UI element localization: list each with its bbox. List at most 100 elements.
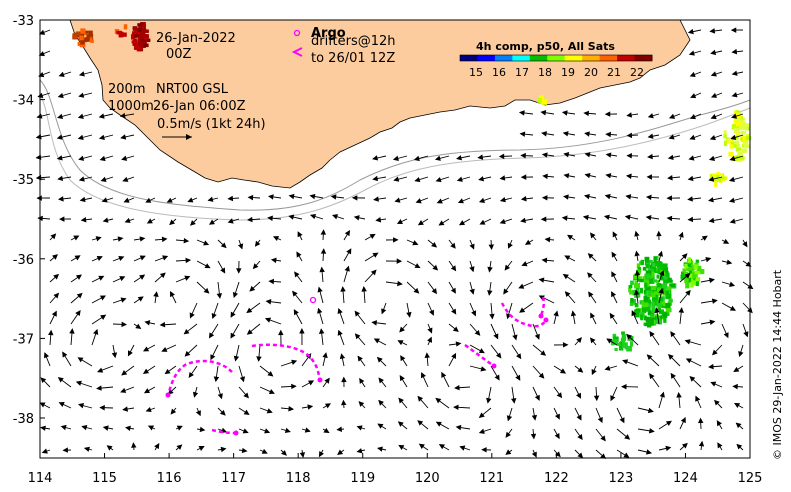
current-arrow-head — [381, 308, 387, 315]
current-arrow-head — [57, 175, 64, 182]
sst-pixel — [717, 177, 722, 182]
current-arrow-head — [39, 402, 46, 408]
current-arrow-head — [261, 448, 268, 454]
current-arrow-head — [589, 232, 596, 239]
current-arrow-head — [341, 399, 347, 406]
current-arrow-head — [317, 286, 323, 293]
sst-pixel — [692, 280, 696, 286]
sst-pixel — [726, 140, 732, 144]
current-arrow-head — [288, 193, 295, 200]
current-arrow-head — [649, 373, 655, 380]
current-arrow-head — [626, 173, 632, 179]
current-arrow-head — [307, 404, 314, 410]
current-arrow-head — [41, 448, 48, 454]
current-arrow-head — [561, 215, 568, 221]
sst-pixel — [116, 30, 123, 35]
current-arrow-head — [332, 214, 339, 220]
current-arrow-head — [504, 264, 511, 271]
current-arrow-head — [111, 352, 118, 359]
current-arrow-head — [681, 253, 688, 260]
sst-pixel — [635, 286, 640, 292]
sst-pixel — [656, 287, 662, 294]
current-arrow-head — [730, 134, 737, 140]
current-arrow-head — [356, 448, 363, 454]
sst-pixel — [655, 294, 659, 299]
sst-pixel — [740, 130, 746, 135]
sst-pixel — [653, 287, 660, 294]
current-arrow-head — [689, 134, 696, 140]
current-arrow-head — [359, 377, 365, 384]
sst-pixel — [612, 339, 618, 345]
current-arrow-head — [540, 216, 547, 222]
colorbar-tick-label: 19 — [561, 66, 575, 79]
current-arrow-head — [58, 402, 65, 408]
current-arrow-head — [354, 333, 361, 340]
current-arrow-head — [161, 236, 168, 243]
current-arrow-head — [570, 310, 577, 317]
sst-pixel — [692, 274, 697, 279]
current-arrow-head — [676, 392, 682, 398]
current-arrow-head — [670, 331, 676, 338]
current-arrow-head — [398, 444, 405, 451]
sst-pixel — [659, 297, 663, 302]
current-arrow-head — [519, 131, 526, 137]
current-arrow-head — [340, 286, 346, 292]
current-arrow-head — [50, 233, 57, 240]
sst-pixel — [663, 270, 669, 277]
colorbar-tick-label: 17 — [515, 66, 529, 79]
current-arrow-head — [591, 369, 597, 376]
current-arrow-head — [198, 446, 205, 451]
current-arrow-head — [688, 50, 695, 56]
sst-pixel — [685, 282, 690, 289]
sst-pixel — [658, 285, 662, 289]
current-arrow-head — [217, 393, 223, 400]
current-arrow-head — [561, 110, 568, 116]
current-arrow-head — [121, 321, 128, 328]
current-arrow-head — [584, 131, 590, 137]
current-arrow-head — [731, 113, 738, 119]
current-arrow-head — [619, 417, 625, 424]
sst-pixel — [79, 35, 84, 41]
drifter-position — [165, 392, 171, 398]
sst-pixel — [742, 137, 748, 141]
current-arrow-head — [723, 332, 729, 339]
sst-pixel — [656, 301, 662, 307]
sst-pixel — [656, 316, 661, 320]
sst-pixel — [663, 317, 667, 323]
current-arrow-head — [554, 413, 560, 420]
current-arrow-head — [734, 402, 741, 408]
current-arrow-head — [397, 421, 404, 427]
current-arrow-head — [610, 395, 616, 402]
current-arrow-head — [438, 220, 445, 226]
current-arrow-head — [95, 236, 102, 242]
current-arrow-head — [667, 175, 673, 181]
current-arrow-head — [337, 449, 344, 455]
current-arrow-head — [406, 311, 412, 318]
sst-pixel — [646, 299, 652, 304]
current-arrow-head — [584, 193, 590, 200]
current-arrow-head — [516, 353, 522, 360]
sst-pixel — [662, 283, 668, 289]
lon-tick-label: 124 — [673, 471, 698, 486]
current-arrow-head — [605, 131, 612, 138]
sst-pixel — [139, 34, 146, 41]
sst-pixel — [653, 279, 657, 283]
current-arrow-head — [361, 285, 367, 292]
drifter-position — [538, 313, 544, 319]
colorbar-swatch — [582, 55, 601, 61]
sst-pixel — [132, 26, 137, 31]
sst-pixel — [646, 306, 651, 311]
current-arrow-head — [540, 350, 547, 356]
current-arrow-head — [459, 445, 466, 451]
current-arrow-head — [294, 271, 300, 278]
current-arrow-head — [153, 291, 159, 297]
scale-label: 0.5m/s (1kt 24h) — [157, 117, 266, 132]
current-arrow-head — [564, 291, 571, 298]
current-arrow-head — [666, 215, 673, 222]
sst-pixel — [638, 276, 643, 281]
current-arrow-head — [267, 370, 274, 377]
current-arrow-head — [242, 428, 249, 434]
current-arrow-head — [164, 368, 171, 375]
sst-pixel — [76, 31, 82, 36]
colorbar-swatch — [512, 55, 531, 61]
